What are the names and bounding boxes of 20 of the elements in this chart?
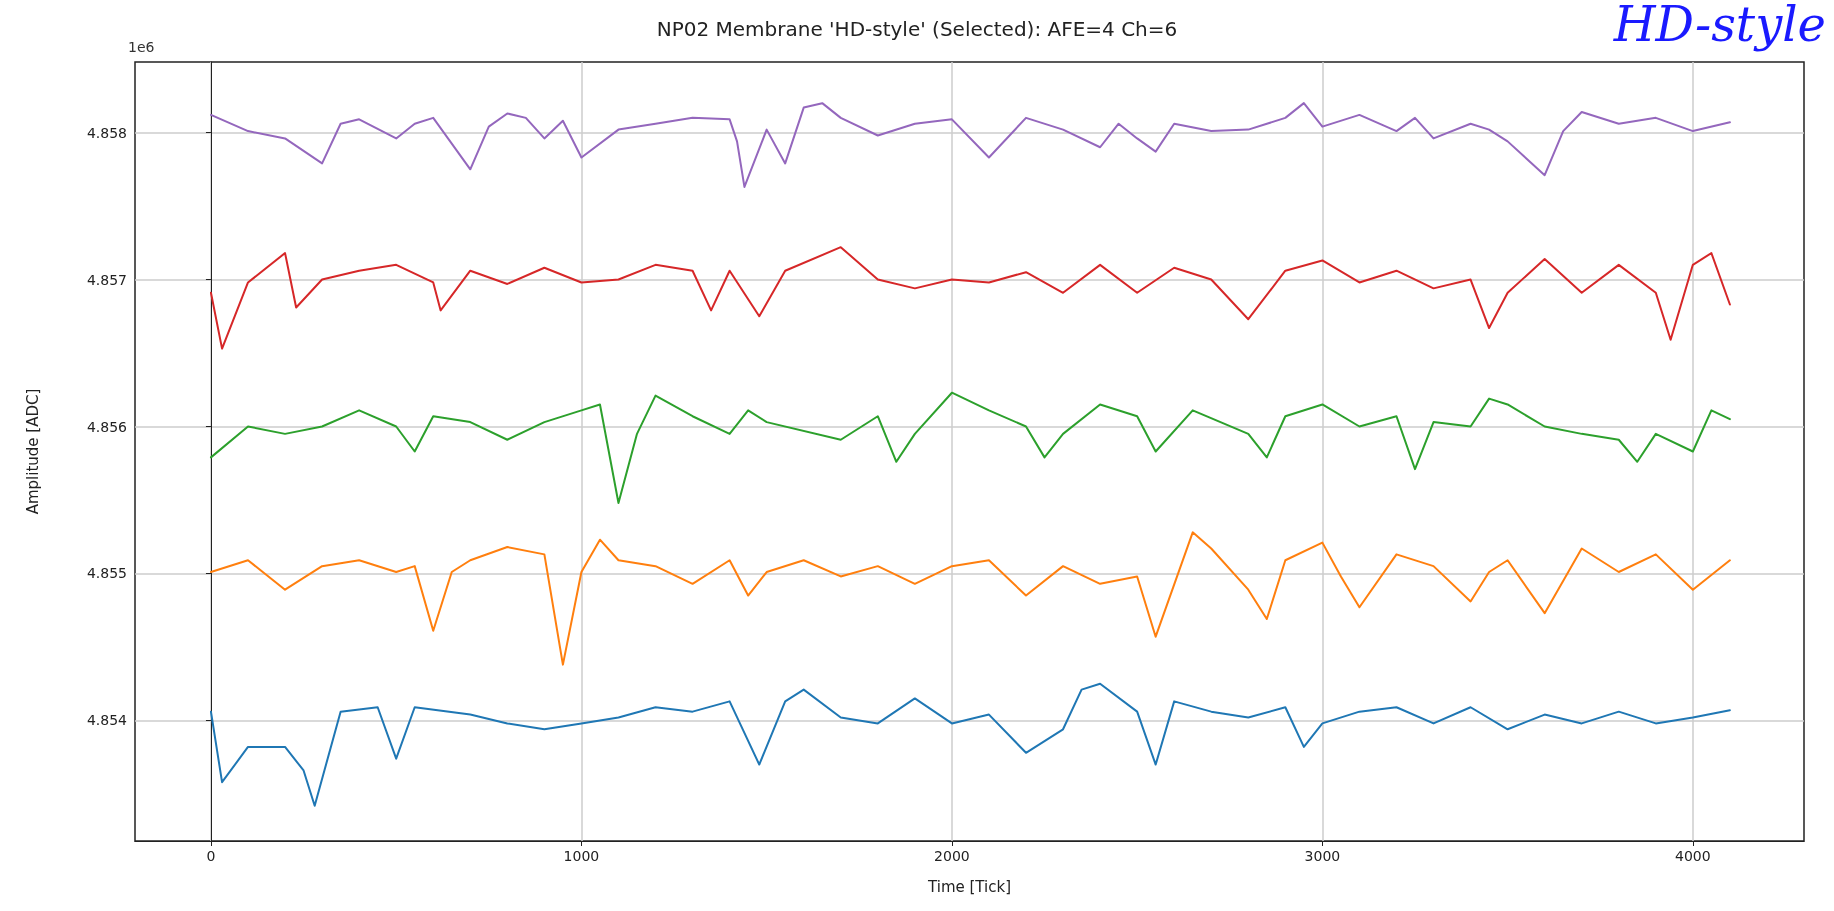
x-tick-label: 4000 — [1675, 848, 1711, 864]
y-axis-title: Amplitude [ADC] — [23, 388, 42, 515]
x-tick-label: 2000 — [934, 848, 970, 864]
y-tick-label: 4.856 — [86, 418, 128, 435]
x-tick-label: 3000 — [1304, 848, 1341, 864]
line-series — [209, 682, 1731, 807]
y-tick-label: 4.857 — [86, 271, 127, 288]
y-tick-label: 4.854 — [86, 712, 128, 729]
y-tick-label: 4.858 — [86, 124, 127, 141]
chart-title: NP02 Membrane 'HD-style' (Selected): AFE=4 Ch=6 — [656, 17, 1178, 41]
line-series — [209, 102, 1731, 188]
line-series — [209, 246, 1731, 350]
text: HD-style — [1612, 0, 1826, 52]
text: 1e6 — [128, 39, 155, 55]
line-series — [209, 531, 1731, 666]
x-tick-label: 1000 — [563, 848, 600, 864]
x-axis-title: Time [Tick] — [927, 877, 1011, 896]
line-series — [209, 391, 1731, 504]
y-tick-label: 4.855 — [86, 565, 127, 582]
x-tick-label: 0 — [206, 848, 216, 864]
